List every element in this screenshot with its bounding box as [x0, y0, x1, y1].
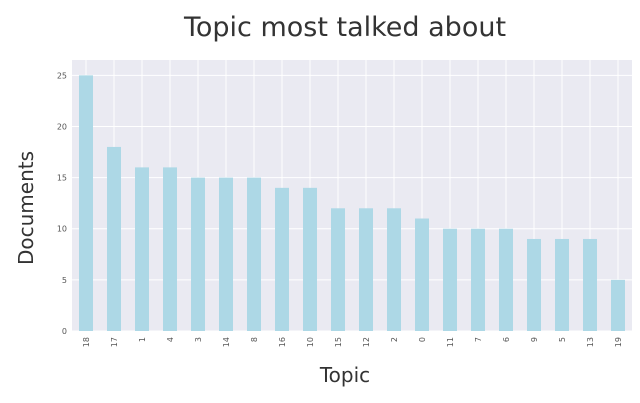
x-tick-label: 12	[362, 337, 371, 347]
x-axis-label: Topic	[319, 363, 371, 387]
plot-area	[72, 60, 632, 331]
x-tick-label: 4	[166, 337, 175, 342]
bar-topic-16	[275, 187, 289, 331]
bar-topic-15	[331, 208, 345, 331]
x-tick-label: 2	[390, 337, 399, 342]
x-tick-label: 5	[558, 337, 567, 342]
x-tick-label: 11	[446, 337, 455, 347]
x-tick-label: 9	[530, 337, 539, 342]
x-tick-label: 8	[250, 337, 259, 342]
x-tick-label: 18	[82, 337, 91, 347]
x-tick-label: 10	[306, 337, 315, 347]
bar-topic-13	[583, 238, 597, 331]
x-tick-label: 6	[502, 337, 511, 342]
x-tick-label: 7	[474, 337, 483, 342]
y-tick-label: 25	[57, 71, 67, 80]
y-tick-labels: 0 5 10 15 20 25	[57, 71, 67, 336]
bar-topic-19	[611, 279, 625, 331]
x-tick-label: 13	[586, 337, 595, 347]
bar-topic-3	[191, 177, 205, 331]
x-tick-label: 1	[138, 337, 147, 342]
bar-topic-17	[107, 146, 121, 331]
x-tick-label: 14	[222, 337, 231, 347]
bar-topic-2	[387, 208, 401, 331]
bar-topic-5	[555, 238, 569, 331]
bar-topic-7	[471, 228, 485, 331]
bar-topic-9	[527, 238, 541, 331]
bar-topic-11	[443, 228, 457, 331]
y-tick-label: 20	[57, 122, 67, 131]
bar-topic-14	[219, 177, 233, 331]
x-tick-label: 16	[278, 337, 287, 347]
x-tick-label: 0	[418, 337, 427, 342]
bars	[79, 75, 625, 331]
x-tick-label: 15	[334, 337, 343, 347]
bar-topic-4	[163, 167, 177, 331]
x-tick-label: 19	[614, 337, 623, 347]
y-tick-label: 5	[62, 276, 67, 285]
bar-topic-10	[303, 187, 317, 331]
chart-title: Topic most talked about	[183, 12, 507, 43]
x-tick-labels: 18 17 1 4 3 14 8 16 10 15 12 2 0 11 7 6 9 5 13 19	[82, 337, 623, 347]
y-tick-label: 0	[62, 327, 67, 336]
x-tick-label: 3	[194, 337, 203, 342]
bar-topic-12	[359, 208, 373, 331]
y-tick-label: 10	[57, 225, 67, 234]
bar-topic-1	[135, 167, 149, 331]
bar-topic-18	[79, 75, 93, 331]
y-tick-label: 15	[57, 174, 67, 183]
x-tick-label: 17	[110, 337, 119, 347]
bar-topic-8	[247, 177, 261, 331]
bar-topic-0	[415, 218, 429, 331]
bar-topic-6	[499, 228, 513, 331]
